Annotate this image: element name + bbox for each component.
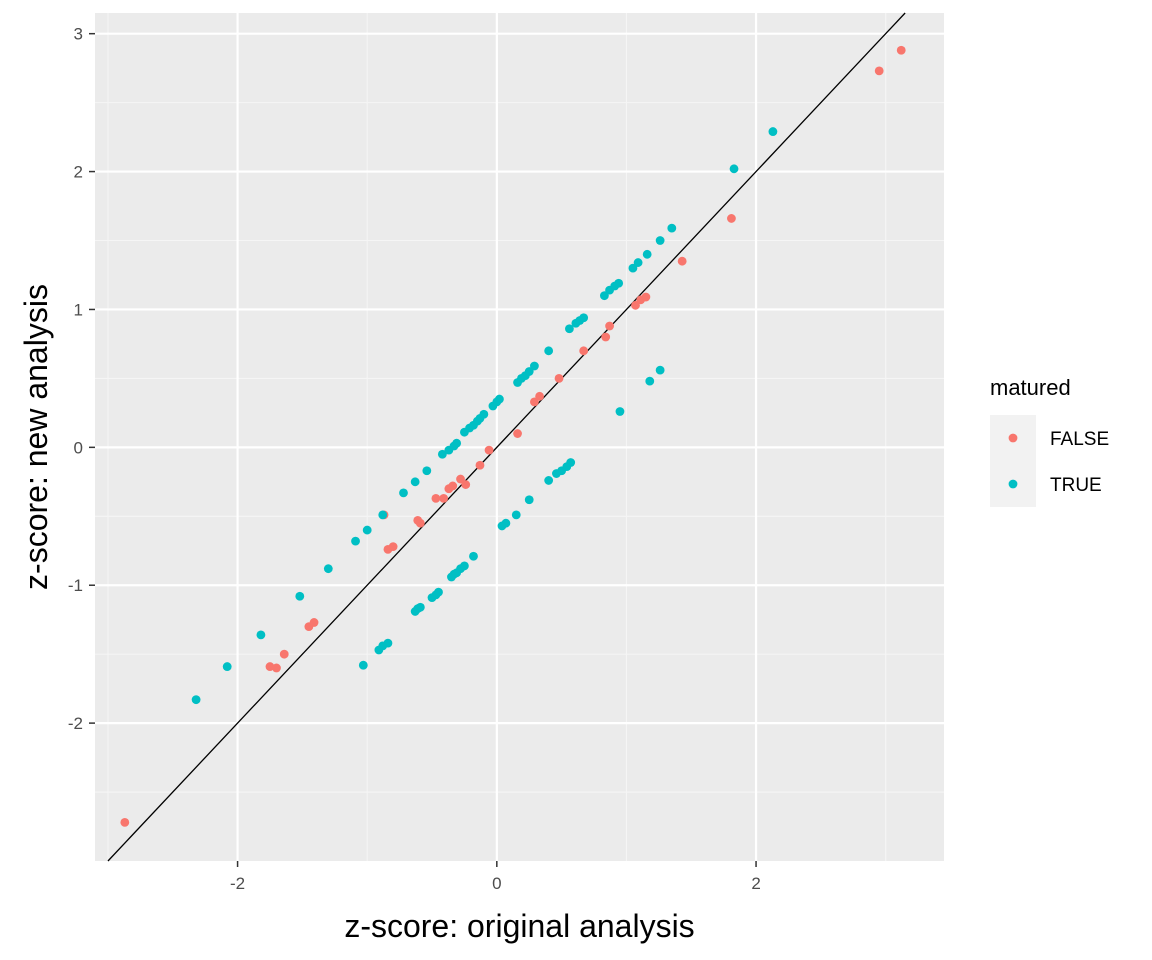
point-true [191, 695, 201, 705]
point-true [495, 394, 504, 404]
y-tick-label: 2 [74, 163, 83, 182]
legend-label-true: TRUE [1050, 475, 1102, 496]
x-axis-title: z-score: original analysis [344, 908, 694, 944]
point-true [434, 587, 443, 597]
point-false [874, 66, 884, 76]
point-true [600, 291, 609, 301]
legend-title: matured [990, 375, 1071, 400]
reference-line-group [107, 12, 906, 862]
y-axis-title: z-score: new analysis [18, 284, 54, 590]
legend-entry-false: FALSE [990, 415, 1109, 461]
point-false [388, 542, 398, 552]
point-true [544, 476, 554, 485]
point-true [530, 361, 539, 371]
point-false [727, 214, 736, 223]
point-false [439, 493, 449, 503]
point-false [456, 474, 465, 484]
point-false [475, 460, 485, 470]
point-false [279, 649, 289, 659]
point-false [641, 292, 651, 302]
point-true [437, 449, 447, 459]
y-tick-label: -1 [68, 576, 83, 595]
legend-label-false: FALSE [1050, 429, 1109, 450]
point-false [120, 817, 130, 827]
point-false [513, 429, 522, 438]
x-tick-label: 2 [751, 874, 760, 893]
legend-key-false [1008, 433, 1018, 443]
point-true [383, 638, 393, 648]
x-tick-label: 0 [492, 874, 501, 893]
point-true [469, 551, 478, 561]
point-true [358, 660, 368, 670]
point-true [633, 258, 643, 267]
point-true [729, 164, 739, 174]
point-true [501, 518, 511, 528]
point-true [524, 367, 534, 376]
point-true [524, 495, 534, 505]
point-false [431, 493, 441, 503]
legend-key-true [1008, 479, 1018, 489]
point-false [272, 663, 281, 673]
point-true [645, 376, 655, 386]
point-true [323, 564, 333, 574]
point-true [362, 525, 372, 535]
y-tick-label: -2 [68, 714, 83, 733]
point-false [535, 391, 544, 401]
point-true [295, 591, 305, 601]
point-true [628, 263, 638, 273]
point-true [479, 409, 489, 419]
legend: matured FALSE TRUE [990, 375, 1109, 507]
point-true [410, 477, 420, 487]
point-true [579, 313, 589, 323]
point-true [222, 662, 232, 671]
y-tick-label: 0 [74, 438, 83, 457]
point-true [415, 602, 425, 612]
point-false [677, 256, 687, 266]
point-false [554, 373, 564, 383]
point-true [256, 630, 266, 640]
point-true [460, 561, 469, 571]
point-false [415, 518, 425, 528]
point-true [452, 438, 462, 448]
point-true [544, 346, 554, 356]
point-false [484, 445, 494, 455]
point-true [399, 488, 408, 498]
point-true [655, 365, 665, 375]
point-true [511, 510, 521, 520]
point-false [461, 480, 471, 489]
y-tick-label: 1 [74, 300, 83, 319]
point-false [605, 321, 614, 331]
data-points [120, 45, 906, 827]
point-true [565, 324, 574, 334]
point-false [448, 481, 458, 491]
point-true [422, 466, 432, 476]
point-true [351, 536, 360, 546]
point-true [614, 278, 624, 288]
point-true [667, 223, 677, 233]
point-true [378, 510, 388, 520]
tick-labels: -2 0 2 -2 -1 0 1 2 3 [68, 25, 761, 893]
axis-ticks [89, 32, 757, 867]
y-tick-label: 3 [74, 25, 83, 44]
point-false [309, 618, 319, 627]
point-true [615, 407, 625, 416]
point-true [566, 458, 576, 467]
reference-line [107, 12, 906, 862]
point-false [601, 332, 611, 342]
major-gridlines [95, 13, 944, 861]
point-true [655, 236, 665, 245]
point-false [896, 45, 906, 55]
point-true [642, 249, 652, 259]
point-false [631, 300, 640, 310]
point-false [530, 397, 539, 407]
x-tick-label: -2 [230, 874, 245, 893]
point-false [579, 346, 589, 356]
point-true [768, 127, 778, 136]
legend-entry-true: TRUE [990, 461, 1102, 507]
